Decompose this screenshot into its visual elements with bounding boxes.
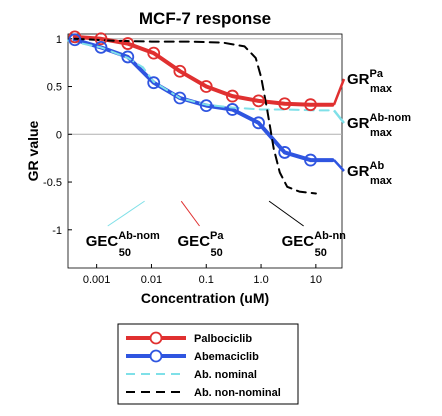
data-point	[278, 146, 292, 159]
x-axis-label: Concentration (uM)	[141, 290, 269, 306]
gec50-label: GECAb-nom 50	[86, 230, 160, 259]
series-line-palbociclib	[72, 34, 335, 107]
data-point	[225, 89, 239, 103]
x-tick-label: 10	[310, 274, 322, 286]
data-point	[304, 153, 317, 167]
plot-frame	[67, 33, 343, 269]
data-point	[173, 91, 187, 105]
gec50-label: GECAb-nn 50	[282, 230, 347, 259]
grmax-label: GRAb max	[347, 160, 393, 187]
chart-title: MCF-7 response	[139, 9, 271, 28]
y-tick-label: 0.5	[47, 82, 62, 94]
series-line-ab-nominal	[67, 39, 334, 112]
legend-entry-label: Ab. nominal	[194, 369, 257, 381]
legend-entry-label: Abemaciclib	[194, 351, 259, 363]
legend-marker	[149, 331, 163, 345]
data-point	[199, 99, 213, 113]
data-point	[121, 37, 135, 50]
grmax-label: GRAb-nom max	[347, 112, 411, 139]
data-point	[252, 94, 265, 108]
x-tick-label: 0.1	[199, 274, 214, 286]
grmax-leader-line	[333, 159, 345, 172]
data-point	[252, 116, 265, 130]
data-point	[147, 76, 161, 90]
data-point	[173, 64, 187, 78]
y-axis-label: GR value	[25, 120, 41, 181]
legend-entry-label: Palbociclib	[194, 333, 252, 345]
data-point	[225, 103, 239, 116]
x-tick-label: 0.01	[141, 274, 162, 286]
data-point	[121, 50, 135, 64]
gec-leader-line	[268, 200, 304, 227]
y-tick-label: -0.5	[43, 177, 62, 189]
grmax-leader-line	[333, 109, 345, 124]
legend-entry-label: Ab. non-nominal	[194, 387, 281, 399]
x-tick-label: 1.0	[253, 274, 268, 286]
y-tick-label: 0	[56, 129, 62, 141]
data-point	[147, 46, 161, 60]
grmax-label: GRPa max	[347, 68, 393, 95]
y-tick-label: -1	[52, 225, 62, 237]
series-line-ab-non-nominal	[73, 37, 317, 195]
gec50-label: GECPa 50	[178, 230, 225, 259]
y-tick-label: 1	[56, 34, 62, 46]
x-tick-label: 0.001	[83, 274, 111, 286]
legend: Palbociclib Abemaciclib Ab. nominal Ab. non…	[117, 323, 299, 405]
data-point	[278, 97, 292, 111]
data-point	[199, 80, 213, 93]
data-point	[94, 32, 108, 46]
data-point	[68, 33, 82, 47]
gec-leader-line	[107, 200, 145, 227]
data-point	[304, 98, 317, 112]
legend-marker	[149, 349, 163, 363]
gec-leader-line	[180, 200, 200, 227]
grmax-leader-line	[332, 78, 346, 106]
data-point	[94, 40, 108, 54]
